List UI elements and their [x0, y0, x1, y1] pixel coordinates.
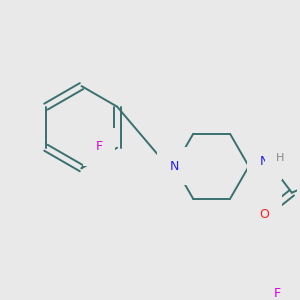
Text: H: H — [276, 154, 284, 164]
Text: F: F — [274, 287, 281, 300]
Text: O: O — [260, 208, 269, 221]
Text: F: F — [96, 140, 103, 153]
Text: N: N — [170, 160, 179, 173]
Text: N: N — [260, 155, 269, 168]
